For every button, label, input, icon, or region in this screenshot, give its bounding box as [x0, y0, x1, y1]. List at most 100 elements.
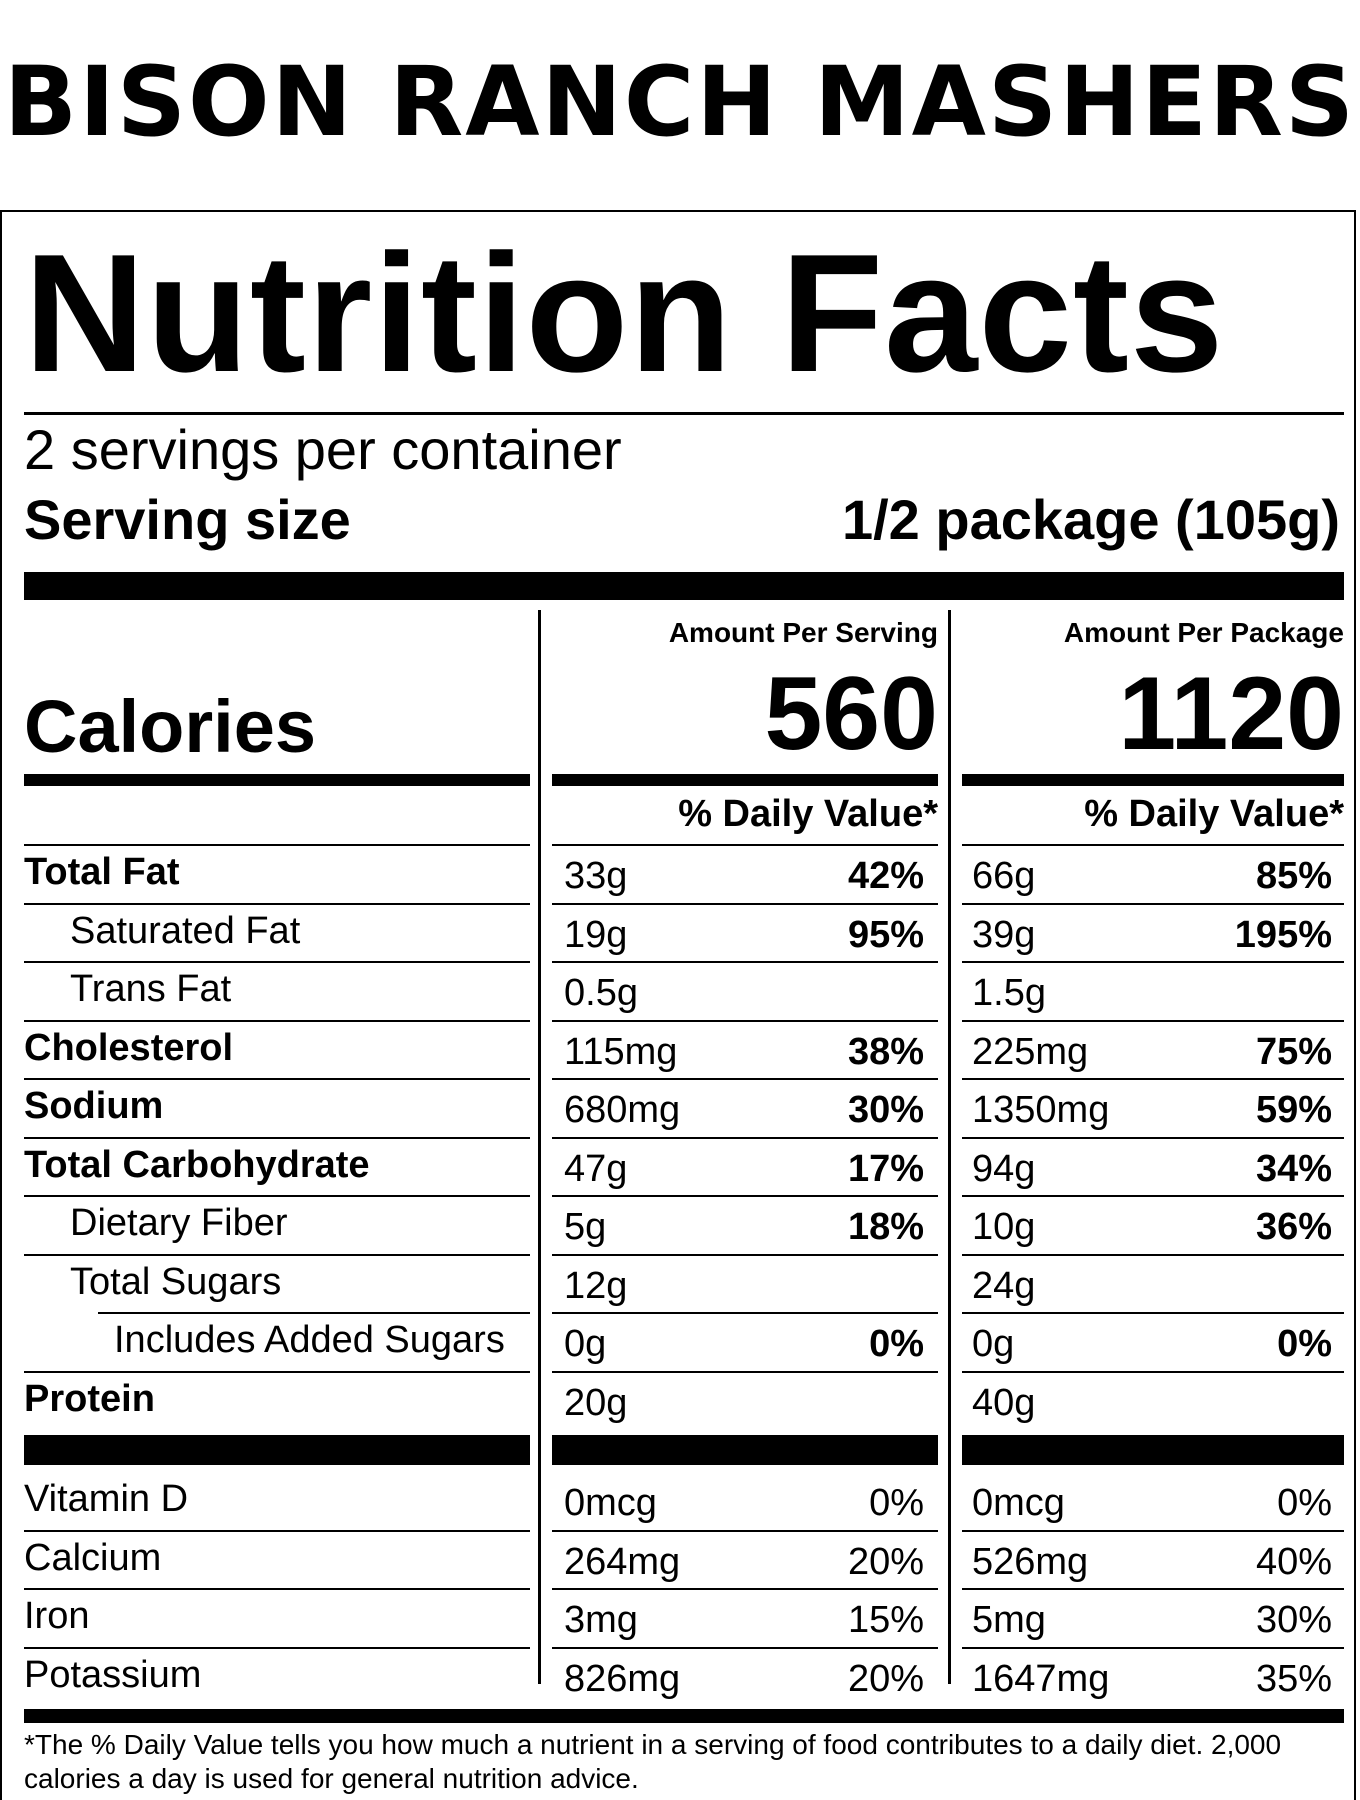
- row-divider-label: [24, 1647, 530, 1649]
- serving-amount: 826mg: [564, 1657, 681, 1700]
- calories-per-serving: 560: [764, 656, 938, 772]
- serving-daily-value: 38%: [847, 1030, 924, 1073]
- calories-bar-label: [24, 774, 530, 786]
- nutrient-name: Saturated Fat: [70, 909, 301, 952]
- package-daily-value: 0%: [1277, 1482, 1332, 1524]
- package-amount: 39g: [972, 913, 1036, 956]
- row-divider-serving: [552, 1195, 938, 1197]
- vitamins-thick-bar-serving: [552, 1435, 938, 1465]
- calories-label: Calories: [24, 685, 317, 768]
- nutrient-row: Protein 20g 40g: [2, 1373, 1354, 1431]
- nutrient-row: Dietary Fiber 5g 18% 10g 36%: [2, 1197, 1354, 1255]
- title-divider: [24, 412, 1344, 415]
- row-divider-serving: [552, 1371, 938, 1373]
- calories-per-package: 1120: [1118, 656, 1344, 772]
- serving-amount: 19g: [564, 913, 628, 956]
- nutrient-name: Trans Fat: [70, 968, 232, 1010]
- package-amount: 94g: [972, 1147, 1036, 1190]
- serving-size-value: 1/2 package (105g): [841, 488, 1340, 551]
- nutrient-row: Saturated Fat 19g 95% 39g 195%: [2, 905, 1354, 963]
- nutrient-row: Sodium 680mg 30% 1350mg 59%: [2, 1080, 1354, 1138]
- package-amount: 5mg: [972, 1599, 1046, 1641]
- row-divider-serving: [552, 844, 938, 846]
- serving-amount: 0g: [564, 1323, 607, 1365]
- package-amount: 40g: [972, 1381, 1036, 1424]
- row-divider-package: [962, 961, 1344, 963]
- nutrient-name: Protein: [24, 1377, 155, 1420]
- package-daily-value: 34%: [1255, 1147, 1332, 1190]
- serving-amount: 12g: [564, 1264, 628, 1307]
- calories-bar-package: [962, 774, 1344, 786]
- serving-size-label: Serving size: [24, 488, 351, 551]
- row-divider-package: [962, 1371, 1344, 1373]
- amount-per-serving-header: Amount Per Serving: [668, 617, 938, 648]
- package-amount: 1647mg: [972, 1657, 1110, 1700]
- row-divider-serving: [552, 1254, 938, 1256]
- row-divider-label: [24, 844, 530, 846]
- serving-daily-value: 15%: [847, 1599, 924, 1641]
- nutrient-row: Includes Added Sugars 0g 0% 0g 0%: [2, 1314, 1354, 1372]
- vitamin-row: Iron 3mg 15% 5mg 30%: [2, 1590, 1354, 1648]
- row-divider-serving: [552, 961, 938, 963]
- serving-amount: 47g: [564, 1147, 628, 1190]
- serving-daily-value: 0%: [869, 1323, 924, 1365]
- row-divider-label: [24, 1530, 530, 1532]
- serving-daily-value: 20%: [847, 1657, 924, 1700]
- row-divider-package: [962, 1647, 1344, 1649]
- row-divider-serving: [552, 903, 938, 905]
- package-daily-value: 195%: [1234, 913, 1332, 956]
- nutrient-row: Total Carbohydrate 47g 17% 94g 34%: [2, 1139, 1354, 1197]
- serving-amount: 115mg: [564, 1030, 678, 1073]
- vitamin-row: Potassium 826mg 20% 1647mg 35%: [2, 1649, 1354, 1707]
- vitamins-thick-bar-package: [962, 1435, 1344, 1465]
- row-divider-package: [962, 1020, 1344, 1022]
- serving-daily-value: 0%: [869, 1482, 924, 1524]
- calories-bar-serving: [552, 774, 938, 786]
- amount-per-package-header: Amount Per Package: [1063, 617, 1344, 648]
- package-daily-value: 30%: [1255, 1599, 1332, 1641]
- column-divider-serving: [538, 610, 541, 1684]
- serving-daily-value: 42%: [847, 855, 924, 897]
- row-divider-label: [98, 1312, 530, 1314]
- column-divider-package: [948, 610, 951, 1684]
- nutrient-row: Total Sugars 12g 24g: [2, 1256, 1354, 1314]
- serving-amount: 680mg: [564, 1089, 681, 1131]
- servings-per-container: 2 servings per container: [24, 418, 622, 481]
- nutrient-name: Cholesterol: [24, 1026, 234, 1069]
- package-amount: 0mcg: [972, 1482, 1065, 1524]
- serving-size-thick-bar: [24, 572, 1344, 600]
- serving-amount: 33g: [564, 855, 628, 897]
- vitamin-row: Vitamin D 0mcg 0% 0mcg 0%: [2, 1473, 1354, 1531]
- bottom-thick-bar: [24, 1709, 1344, 1723]
- row-divider-package: [962, 1530, 1344, 1532]
- serving-daily-value: 30%: [847, 1089, 924, 1131]
- row-divider-label: [24, 961, 530, 963]
- package-amount: 10g: [972, 1206, 1036, 1248]
- row-divider-serving: [552, 1647, 938, 1649]
- row-divider-package: [962, 844, 1344, 846]
- row-divider-label: [24, 903, 530, 905]
- package-daily-value: 85%: [1255, 855, 1332, 897]
- nutrient-name: Total Fat: [24, 851, 180, 893]
- row-divider-package: [962, 1312, 1344, 1314]
- serving-amount: 20g: [564, 1381, 628, 1424]
- nutrient-row: Total Fat 33g 42% 66g 85%: [2, 846, 1354, 904]
- vitamin-row: Calcium 264mg 20% 526mg 40%: [2, 1532, 1354, 1590]
- package-daily-value: 59%: [1255, 1089, 1332, 1131]
- package-amount: 66g: [972, 855, 1036, 897]
- row-divider-package: [962, 1137, 1344, 1139]
- nutrient-name: Potassium: [24, 1653, 202, 1696]
- nutrition-facts-panel: Nutrition Facts 2 servings per container…: [0, 210, 1356, 1800]
- nutrient-name: Total Sugars: [70, 1260, 282, 1303]
- row-divider-serving: [552, 1312, 938, 1314]
- package-amount: 24g: [972, 1264, 1036, 1307]
- serving-daily-value: 18%: [847, 1206, 924, 1248]
- package-daily-value: 36%: [1255, 1206, 1332, 1248]
- serving-amount: 0.5g: [564, 972, 638, 1014]
- serving-amount: 5g: [564, 1206, 607, 1248]
- row-divider-label: [24, 1195, 530, 1197]
- row-divider-label: [24, 1078, 530, 1080]
- row-divider-serving: [552, 1078, 938, 1080]
- serving-daily-value: 17%: [847, 1147, 924, 1190]
- serving-daily-value: 95%: [847, 913, 924, 956]
